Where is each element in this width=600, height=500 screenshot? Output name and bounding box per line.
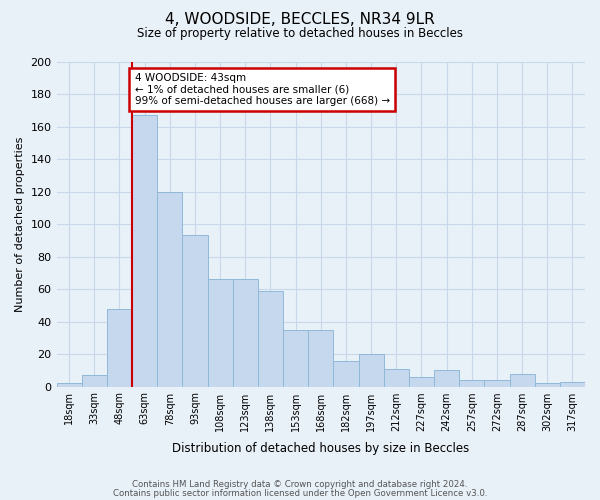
- Bar: [560, 382, 585, 386]
- Bar: [82, 375, 107, 386]
- Bar: [157, 192, 182, 386]
- Text: 4 WOODSIDE: 43sqm
← 1% of detached houses are smaller (6)
99% of semi-detached h: 4 WOODSIDE: 43sqm ← 1% of detached house…: [134, 73, 389, 106]
- Bar: [132, 115, 157, 386]
- Bar: [182, 236, 208, 386]
- Text: Size of property relative to detached houses in Beccles: Size of property relative to detached ho…: [137, 28, 463, 40]
- Bar: [383, 368, 409, 386]
- Bar: [208, 280, 233, 386]
- Bar: [258, 290, 283, 386]
- Bar: [484, 380, 509, 386]
- Text: Contains HM Land Registry data © Crown copyright and database right 2024.: Contains HM Land Registry data © Crown c…: [132, 480, 468, 489]
- Bar: [334, 360, 359, 386]
- Bar: [509, 374, 535, 386]
- Bar: [233, 280, 258, 386]
- Bar: [283, 330, 308, 386]
- Bar: [434, 370, 459, 386]
- Bar: [107, 308, 132, 386]
- Bar: [56, 384, 82, 386]
- X-axis label: Distribution of detached houses by size in Beccles: Distribution of detached houses by size …: [172, 442, 469, 455]
- Bar: [409, 377, 434, 386]
- Bar: [308, 330, 334, 386]
- Text: Contains public sector information licensed under the Open Government Licence v3: Contains public sector information licen…: [113, 489, 487, 498]
- Y-axis label: Number of detached properties: Number of detached properties: [15, 136, 25, 312]
- Bar: [459, 380, 484, 386]
- Bar: [359, 354, 383, 386]
- Text: 4, WOODSIDE, BECCLES, NR34 9LR: 4, WOODSIDE, BECCLES, NR34 9LR: [165, 12, 435, 28]
- Bar: [535, 384, 560, 386]
